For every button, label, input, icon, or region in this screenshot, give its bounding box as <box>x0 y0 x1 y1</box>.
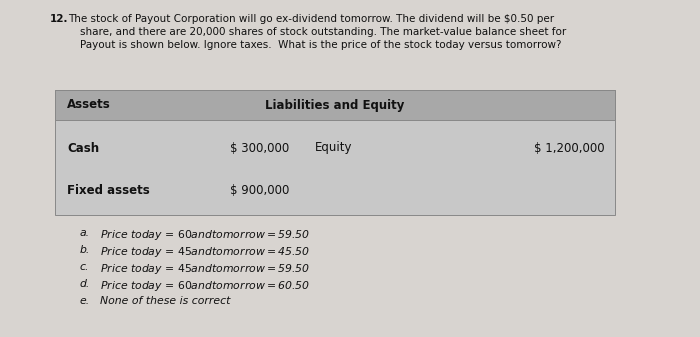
Text: share, and there are 20,000 shares of stock outstanding. The market-value balanc: share, and there are 20,000 shares of st… <box>80 27 566 37</box>
Text: Price today = $45 and tomorrow = $45.50: Price today = $45 and tomorrow = $45.50 <box>100 245 310 259</box>
FancyBboxPatch shape <box>55 90 615 215</box>
Text: e.: e. <box>80 296 90 306</box>
Text: The stock of Payout Corporation will go ex-dividend tomorrow. The dividend will : The stock of Payout Corporation will go … <box>68 14 554 24</box>
Text: Price today = $60 and tomorrow = $59.50: Price today = $60 and tomorrow = $59.50 <box>100 228 310 242</box>
Text: Cash: Cash <box>67 142 99 154</box>
Text: $ 900,000: $ 900,000 <box>230 184 289 196</box>
FancyBboxPatch shape <box>55 90 615 120</box>
Text: $ 300,000: $ 300,000 <box>230 142 289 154</box>
Text: b.: b. <box>80 245 90 255</box>
Text: Payout is shown below. Ignore taxes.  What is the price of the stock today versu: Payout is shown below. Ignore taxes. Wha… <box>80 40 561 50</box>
Text: Equity: Equity <box>315 142 353 154</box>
Text: Fixed assets: Fixed assets <box>67 184 150 196</box>
Text: None of these is correct: None of these is correct <box>100 296 230 306</box>
Text: 12.: 12. <box>50 14 69 24</box>
Text: Price today = $45 and tomorrow = $59.50: Price today = $45 and tomorrow = $59.50 <box>100 262 310 276</box>
Text: $ 1,200,000: $ 1,200,000 <box>534 142 605 154</box>
Text: Price today = $60 and tomorrow = $60.50: Price today = $60 and tomorrow = $60.50 <box>100 279 310 293</box>
Text: Liabilities and Equity: Liabilities and Equity <box>265 98 405 112</box>
Text: a.: a. <box>80 228 90 238</box>
Text: d.: d. <box>80 279 90 289</box>
Text: Assets: Assets <box>67 98 111 112</box>
Text: c.: c. <box>80 262 90 272</box>
